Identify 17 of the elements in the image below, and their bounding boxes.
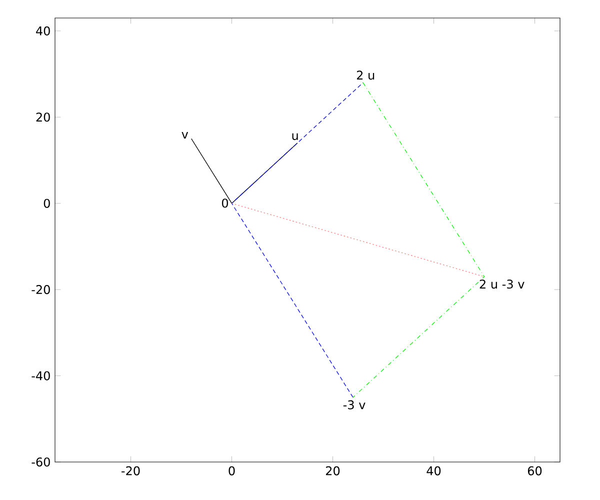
annotation: 2 u -3 v	[480, 280, 524, 289]
annotation: v	[182, 132, 188, 139]
x-tick-label: 60	[528, 466, 542, 476]
y-tick-label: 40	[36, 26, 50, 36]
y-tick-label: 20	[36, 112, 50, 122]
y-tick-label: -60	[32, 457, 50, 467]
x-tick-label: 40	[426, 466, 441, 476]
annotation: -3 v	[343, 400, 366, 410]
annotation: 2 u	[356, 70, 374, 80]
y-tick-label: 0	[44, 198, 50, 208]
x-tick-label: -20	[122, 466, 140, 476]
x-tick-label: 20	[326, 466, 340, 476]
y-tick-label: -20	[32, 285, 50, 294]
annotation: u	[292, 133, 298, 140]
annotation: 0	[222, 198, 228, 208]
x-tick-label: 0	[228, 466, 235, 476]
y-tick-label: -40	[32, 371, 50, 380]
